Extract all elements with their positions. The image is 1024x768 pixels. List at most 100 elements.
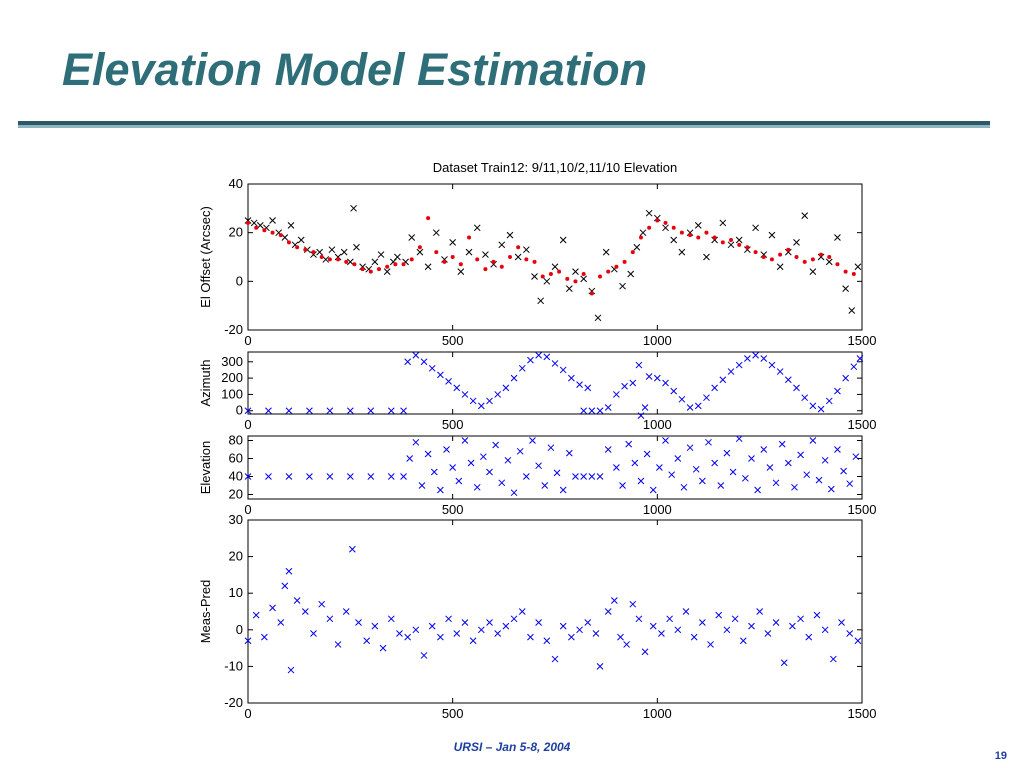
data-point	[445, 378, 452, 385]
data-point	[416, 248, 424, 256]
data-point	[817, 405, 825, 413]
x-tick-label: 0	[244, 706, 251, 721]
data-point	[318, 600, 326, 608]
data-point	[383, 268, 391, 275]
data-point	[588, 407, 596, 415]
data-point	[492, 441, 500, 449]
data-point	[548, 272, 553, 277]
data-point	[834, 446, 841, 453]
data-point	[527, 356, 534, 364]
data-point	[285, 473, 293, 480]
x-tick-label: 500	[442, 333, 464, 348]
data-point	[424, 263, 432, 271]
data-point	[719, 376, 727, 384]
data-point	[576, 626, 583, 634]
y-tick-label: 300	[221, 354, 243, 369]
data-point	[498, 479, 506, 487]
data-point	[834, 234, 841, 241]
data-point	[469, 637, 477, 645]
data-point	[809, 402, 817, 410]
data-point	[387, 407, 395, 415]
data-point	[532, 259, 537, 264]
data-point	[752, 351, 759, 359]
data-point	[856, 355, 864, 362]
data-point	[594, 314, 602, 322]
data-point	[450, 255, 455, 259]
data-point	[310, 251, 317, 258]
data-point	[786, 247, 791, 252]
data-point	[527, 633, 534, 641]
data-point	[613, 391, 620, 398]
data-point	[629, 379, 637, 387]
data-point	[834, 387, 841, 395]
data-point	[794, 255, 799, 259]
y-axis-label: Azimuth	[198, 360, 213, 407]
data-point	[780, 659, 788, 667]
data-point	[735, 236, 743, 244]
x-tick-label: 1500	[848, 333, 877, 348]
x-tick-label: 0	[244, 333, 251, 348]
data-point	[535, 619, 542, 626]
data-point	[252, 611, 260, 619]
data-point	[506, 231, 514, 239]
data-point	[406, 455, 414, 462]
series-1	[244, 435, 860, 497]
data-point	[504, 456, 512, 464]
data-point	[441, 256, 448, 263]
data-point	[480, 453, 487, 461]
y-axis-label: El Offset (Arcsec)	[198, 206, 213, 308]
data-point	[396, 630, 403, 637]
data-point	[854, 263, 862, 271]
data-point	[319, 255, 324, 259]
data-point	[477, 626, 485, 634]
data-point	[598, 274, 603, 279]
data-point	[613, 464, 620, 471]
data-point	[254, 225, 259, 230]
data-point	[678, 248, 686, 256]
data-point	[442, 259, 447, 264]
data-point	[572, 268, 579, 275]
plot-area	[247, 183, 863, 331]
data-point	[529, 437, 536, 444]
data-point	[430, 468, 438, 476]
data-point	[568, 374, 575, 382]
data-point	[437, 633, 444, 641]
data-point	[588, 287, 596, 295]
data-point	[457, 268, 465, 275]
data-point	[622, 259, 627, 264]
data-point	[455, 477, 463, 485]
data-point	[244, 637, 252, 645]
data-point	[306, 473, 313, 480]
data-point	[848, 307, 856, 314]
data-point	[482, 251, 489, 258]
data-point	[244, 217, 252, 224]
data-point	[720, 240, 725, 245]
data-point	[854, 637, 862, 645]
data-point	[311, 250, 316, 255]
data-point	[531, 273, 538, 280]
data-point	[334, 641, 342, 648]
data-point	[286, 240, 291, 245]
data-point	[244, 473, 252, 480]
data-point	[656, 464, 663, 471]
data-point	[842, 374, 849, 382]
data-point	[412, 351, 420, 359]
data-point	[842, 285, 849, 292]
data-point	[619, 282, 626, 290]
x-tick-label: 500	[442, 417, 464, 432]
data-point	[553, 469, 561, 477]
data-point	[507, 255, 512, 259]
data-point	[404, 633, 411, 641]
y-axis-label: Meas-Pred	[198, 580, 213, 644]
data-point	[432, 229, 440, 237]
data-point	[696, 235, 701, 240]
data-point	[825, 397, 833, 405]
data-point	[604, 446, 612, 453]
y-tick-label: 10	[229, 585, 243, 600]
data-point	[262, 228, 267, 233]
data-point	[352, 262, 357, 267]
data-point	[368, 269, 373, 274]
data-point	[843, 269, 848, 274]
data-point	[393, 262, 398, 267]
